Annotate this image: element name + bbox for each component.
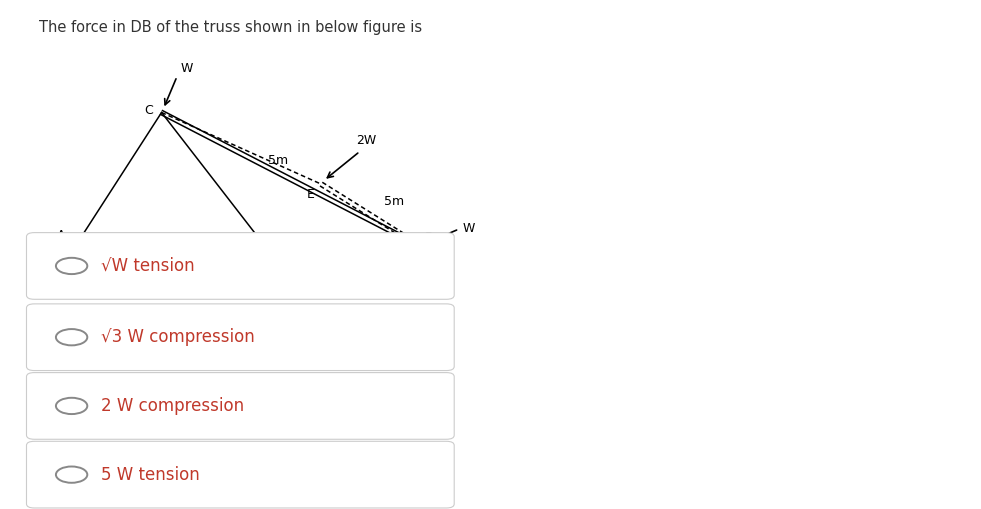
Text: The force in DB of the truss shown in below figure is: The force in DB of the truss shown in be…	[39, 20, 423, 35]
Text: W: W	[181, 62, 193, 74]
Text: √3 W compression: √3 W compression	[101, 328, 255, 346]
Text: 2 W compression: 2 W compression	[101, 397, 244, 415]
Text: 5m: 5m	[268, 154, 288, 167]
Text: W: W	[463, 222, 475, 236]
Text: 5 W tension: 5 W tension	[101, 466, 200, 484]
Text: 5m: 5m	[384, 195, 404, 208]
Text: E: E	[306, 187, 314, 201]
Text: √W tension: √W tension	[101, 257, 194, 275]
Text: D: D	[260, 259, 270, 272]
Text: A: A	[57, 229, 65, 242]
Text: 2W: 2W	[356, 134, 376, 147]
Text: B: B	[425, 231, 434, 244]
Text: C: C	[144, 104, 153, 117]
